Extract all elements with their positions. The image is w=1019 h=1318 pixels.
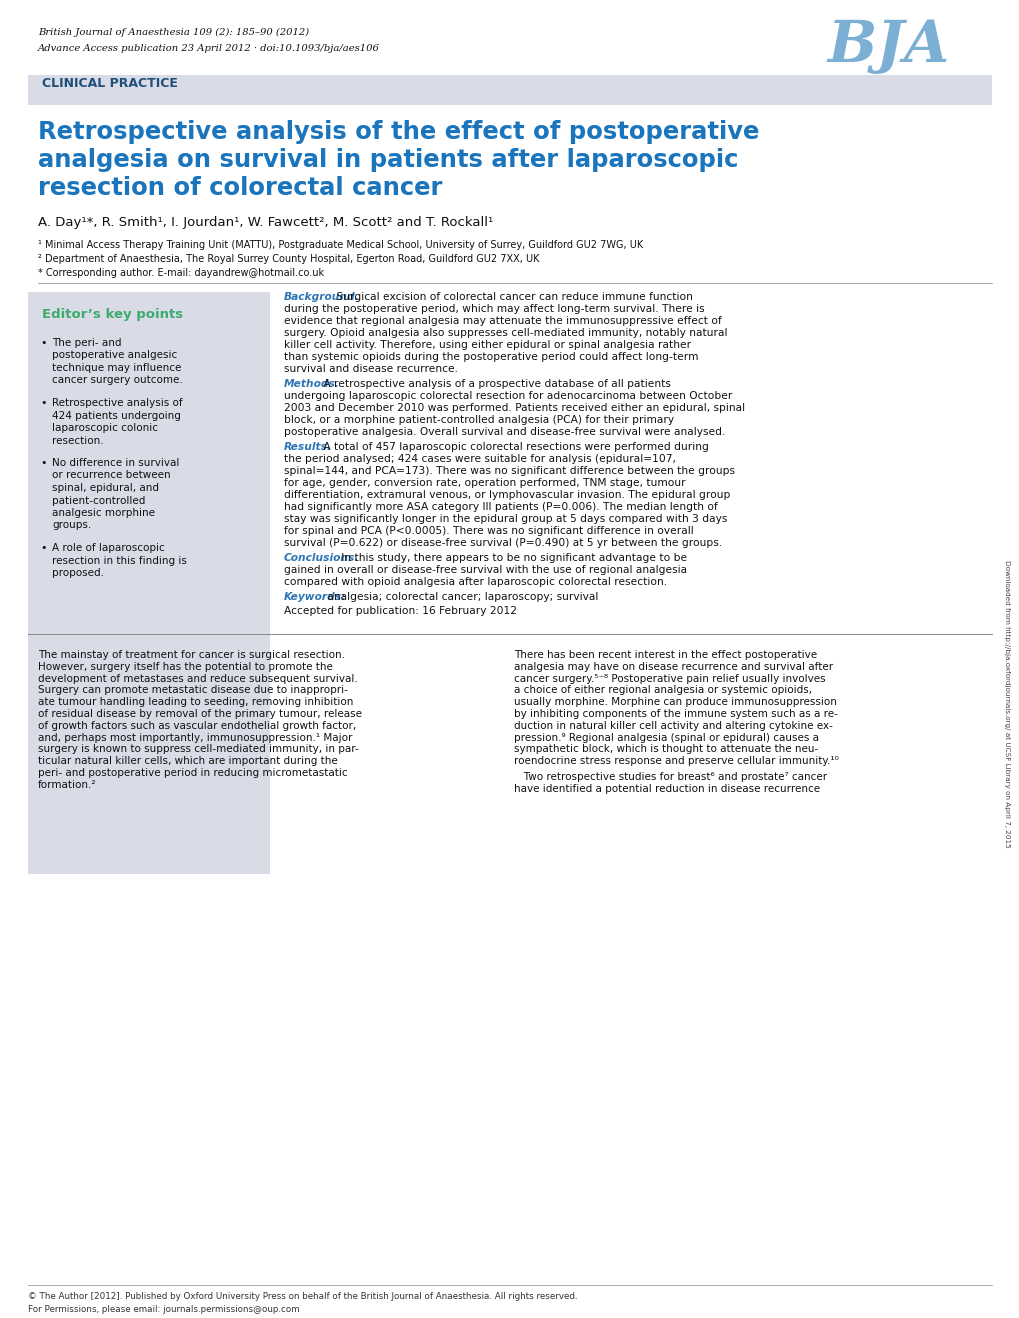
Text: 424 patients undergoing: 424 patients undergoing <box>52 410 180 420</box>
Text: British Journal of Anaesthesia 109 (2): 185–90 (2012): British Journal of Anaesthesia 109 (2): … <box>38 28 309 37</box>
Text: undergoing laparoscopic colorectal resection for adenocarcinoma between October: undergoing laparoscopic colorectal resec… <box>283 391 732 401</box>
Text: 2003 and December 2010 was performed. Patients received either an epidural, spin: 2003 and December 2010 was performed. Pa… <box>283 403 745 413</box>
Text: ² Department of Anaesthesia, The Royal Surrey County Hospital, Egerton Road, Gui: ² Department of Anaesthesia, The Royal S… <box>38 254 539 264</box>
Text: usually morphine. Morphine can produce immunosuppression: usually morphine. Morphine can produce i… <box>514 697 836 708</box>
Text: Surgical excision of colorectal cancer can reduce immune function: Surgical excision of colorectal cancer c… <box>333 293 692 302</box>
Text: postoperative analgesic: postoperative analgesic <box>52 351 177 361</box>
Text: surgery is known to suppress cell-mediated immunity, in par-: surgery is known to suppress cell-mediat… <box>38 745 359 754</box>
FancyBboxPatch shape <box>28 75 991 105</box>
Text: by inhibiting components of the immune system such as a re-: by inhibiting components of the immune s… <box>514 709 837 720</box>
Text: Conclusions.: Conclusions. <box>283 554 359 563</box>
Text: Keywords:: Keywords: <box>283 592 346 602</box>
Text: * Corresponding author. E-mail: dayandrew@hotmail.co.uk: * Corresponding author. E-mail: dayandre… <box>38 268 324 278</box>
Text: Background.: Background. <box>283 293 360 302</box>
Text: laparoscopic colonic: laparoscopic colonic <box>52 423 158 434</box>
Text: A retrospective analysis of a prospective database of all patients: A retrospective analysis of a prospectiv… <box>319 380 669 389</box>
Text: Editor’s key points: Editor’s key points <box>42 308 183 322</box>
Text: ate tumour handling leading to seeding, removing inhibition: ate tumour handling leading to seeding, … <box>38 697 353 708</box>
Text: For Permissions, please email: journals.permissions@oup.com: For Permissions, please email: journals.… <box>28 1305 300 1314</box>
Text: survival (P=0.622) or disease-free survival (P=0.490) at 5 yr between the groups: survival (P=0.622) or disease-free survi… <box>283 538 721 548</box>
Text: Retrospective analysis of: Retrospective analysis of <box>52 398 182 409</box>
Text: block, or a morphine patient-controlled analgesia (PCA) for their primary: block, or a morphine patient-controlled … <box>283 415 674 424</box>
Text: and, perhaps most importantly, immunosuppression.¹ Major: and, perhaps most importantly, immunosup… <box>38 733 352 742</box>
Text: Downloaded from http://bja.oxfordjournals.org/ at UCSF Library on April 7, 2015: Downloaded from http://bja.oxfordjournal… <box>1003 560 1009 847</box>
Text: peri- and postoperative period in reducing micrometastatic: peri- and postoperative period in reduci… <box>38 768 347 778</box>
Text: In this study, there appears to be no significant advantage to be: In this study, there appears to be no si… <box>337 554 686 563</box>
Text: a choice of either regional analgesia or systemic opioids,: a choice of either regional analgesia or… <box>514 685 811 696</box>
Text: or recurrence between: or recurrence between <box>52 471 170 481</box>
Text: A. Day¹*, R. Smith¹, I. Jourdan¹, W. Fawcett², M. Scott² and T. Rockall¹: A. Day¹*, R. Smith¹, I. Jourdan¹, W. Faw… <box>38 216 493 229</box>
Text: analgesic morphine: analgesic morphine <box>52 507 155 518</box>
FancyBboxPatch shape <box>28 293 270 874</box>
Text: technique may influence: technique may influence <box>52 362 181 373</box>
Text: However, surgery itself has the potential to promote the: However, surgery itself has the potentia… <box>38 662 332 672</box>
Text: resection.: resection. <box>52 435 104 445</box>
Text: stay was significantly longer in the epidural group at 5 days compared with 3 da: stay was significantly longer in the epi… <box>283 514 727 525</box>
Text: analgesia; colorectal cancer; laparoscopy; survival: analgesia; colorectal cancer; laparoscop… <box>324 592 598 602</box>
Text: © The Author [2012]. Published by Oxford University Press on behalf of the Briti: © The Author [2012]. Published by Oxford… <box>28 1292 577 1301</box>
Text: •: • <box>40 457 47 468</box>
Text: development of metastases and reduce subsequent survival.: development of metastases and reduce sub… <box>38 673 358 684</box>
Text: groups.: groups. <box>52 521 91 531</box>
Text: proposed.: proposed. <box>52 568 104 579</box>
Text: roendocrine stress response and preserve cellular immunity.¹⁰: roendocrine stress response and preserve… <box>514 757 838 766</box>
Text: Two retrospective studies for breast⁶ and prostate⁷ cancer: Two retrospective studies for breast⁶ an… <box>514 772 826 782</box>
Text: spinal, epidural, and: spinal, epidural, and <box>52 482 159 493</box>
Text: The mainstay of treatment for cancer is surgical resection.: The mainstay of treatment for cancer is … <box>38 650 344 660</box>
Text: gained in overall or disease-free survival with the use of regional analgesia: gained in overall or disease-free surviv… <box>283 565 687 575</box>
Text: Accepted for publication: 16 February 2012: Accepted for publication: 16 February 20… <box>283 606 517 616</box>
Text: for age, gender, conversion rate, operation performed, TNM stage, tumour: for age, gender, conversion rate, operat… <box>283 478 685 488</box>
Text: for spinal and PCA (P<0.0005). There was no significant difference in overall: for spinal and PCA (P<0.0005). There was… <box>283 526 693 536</box>
Text: than systemic opioids during the postoperative period could affect long-term: than systemic opioids during the postope… <box>283 352 698 362</box>
Text: killer cell activity. Therefore, using either epidural or spinal analgesia rathe: killer cell activity. Therefore, using e… <box>283 340 691 351</box>
Text: CLINICAL PRACTICE: CLINICAL PRACTICE <box>42 76 177 90</box>
Text: Results.: Results. <box>283 442 331 452</box>
Text: analgesia on survival in patients after laparoscopic: analgesia on survival in patients after … <box>38 148 738 173</box>
Text: There has been recent interest in the effect postoperative: There has been recent interest in the ef… <box>514 650 816 660</box>
Text: pression.⁹ Regional analgesia (spinal or epidural) causes a: pression.⁹ Regional analgesia (spinal or… <box>514 733 818 742</box>
Text: BJA: BJA <box>827 18 949 75</box>
Text: compared with opioid analgesia after laparoscopic colorectal resection.: compared with opioid analgesia after lap… <box>283 577 666 587</box>
Text: spinal=144, and PCA=173). There was no significant difference between the groups: spinal=144, and PCA=173). There was no s… <box>283 467 735 476</box>
Text: Surgery can promote metastatic disease due to inappropri-: Surgery can promote metastatic disease d… <box>38 685 347 696</box>
Text: differentiation, extramural venous, or lymphovascular invasion. The epidural gro: differentiation, extramural venous, or l… <box>283 490 730 500</box>
Text: surgery. Opioid analgesia also suppresses cell-mediated immunity, notably natura: surgery. Opioid analgesia also suppresse… <box>283 328 727 337</box>
Text: The peri- and: The peri- and <box>52 337 121 348</box>
Text: the period analysed; 424 cases were suitable for analysis (epidural=107,: the period analysed; 424 cases were suit… <box>283 453 676 464</box>
Text: sympathetic block, which is thought to attenuate the neu-: sympathetic block, which is thought to a… <box>514 745 817 754</box>
Text: during the postoperative period, which may affect long-term survival. There is: during the postoperative period, which m… <box>283 304 704 314</box>
Text: evidence that regional analgesia may attenuate the immunosuppressive effect of: evidence that regional analgesia may att… <box>283 316 721 326</box>
Text: ticular natural killer cells, which are important during the: ticular natural killer cells, which are … <box>38 757 337 766</box>
Text: cancer surgery outcome.: cancer surgery outcome. <box>52 376 182 385</box>
Text: of residual disease by removal of the primary tumour, release: of residual disease by removal of the pr… <box>38 709 362 720</box>
Text: A role of laparoscopic: A role of laparoscopic <box>52 543 165 554</box>
Text: Retrospective analysis of the effect of postoperative: Retrospective analysis of the effect of … <box>38 120 758 144</box>
Text: resection of colorectal cancer: resection of colorectal cancer <box>38 177 442 200</box>
Text: duction in natural killer cell activity and altering cytokine ex-: duction in natural killer cell activity … <box>514 721 833 730</box>
Text: •: • <box>40 337 47 348</box>
Text: postoperative analgesia. Overall survival and disease-free survival were analyse: postoperative analgesia. Overall surviva… <box>283 427 725 438</box>
Text: had significantly more ASA category III patients (P=0.006). The median length of: had significantly more ASA category III … <box>283 502 717 511</box>
Text: •: • <box>40 543 47 554</box>
Text: analgesia may have on disease recurrence and survival after: analgesia may have on disease recurrence… <box>514 662 833 672</box>
Text: of growth factors such as vascular endothelial growth factor,: of growth factors such as vascular endot… <box>38 721 356 730</box>
Text: Methods.: Methods. <box>283 380 339 389</box>
Text: formation.²: formation.² <box>38 780 97 789</box>
Text: No difference in survival: No difference in survival <box>52 457 179 468</box>
Text: A total of 457 laparoscopic colorectal resections were performed during: A total of 457 laparoscopic colorectal r… <box>319 442 708 452</box>
Text: Advance Access publication 23 April 2012 · doi:10.1093/bja/aes106: Advance Access publication 23 April 2012… <box>38 43 379 53</box>
Text: ¹ Minimal Access Therapy Training Unit (MATTU), Postgraduate Medical School, Uni: ¹ Minimal Access Therapy Training Unit (… <box>38 240 643 250</box>
Text: •: • <box>40 398 47 409</box>
Text: cancer surgery.⁵⁻⁸ Postoperative pain relief usually involves: cancer surgery.⁵⁻⁸ Postoperative pain re… <box>514 673 824 684</box>
Text: resection in this finding is: resection in this finding is <box>52 555 186 565</box>
Text: survival and disease recurrence.: survival and disease recurrence. <box>283 364 458 374</box>
Text: patient-controlled: patient-controlled <box>52 496 146 506</box>
Text: have identified a potential reduction in disease recurrence: have identified a potential reduction in… <box>514 784 819 793</box>
